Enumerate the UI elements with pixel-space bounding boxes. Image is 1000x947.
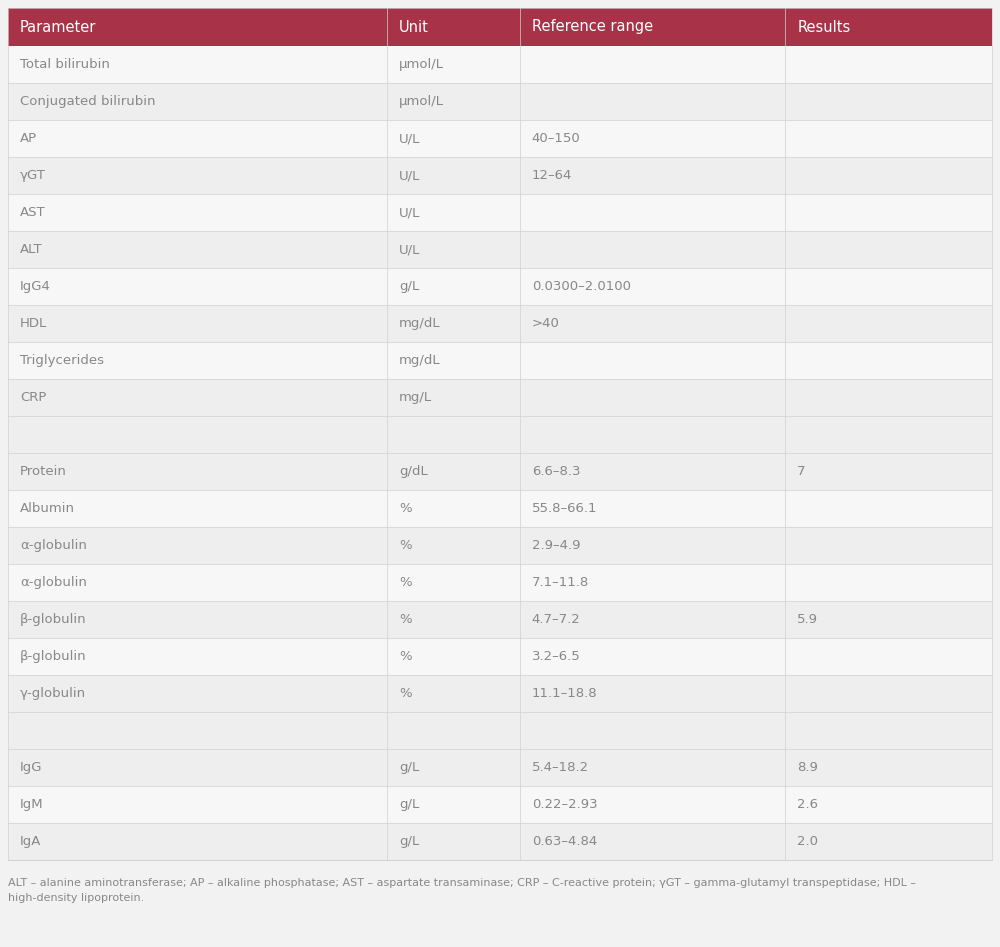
- Text: g/dL: g/dL: [399, 465, 428, 478]
- Bar: [8, 416, 992, 453]
- Text: IgG: IgG: [20, 761, 42, 774]
- Bar: [8, 675, 992, 712]
- Text: 3.2–6.5: 3.2–6.5: [532, 650, 580, 663]
- Text: %: %: [399, 576, 411, 589]
- Text: 7: 7: [797, 465, 806, 478]
- Text: IgA: IgA: [20, 835, 41, 848]
- Bar: [8, 638, 992, 675]
- Text: Unit: Unit: [399, 20, 429, 34]
- Bar: [8, 712, 992, 749]
- Text: %: %: [399, 502, 411, 515]
- Text: 11.1–18.8: 11.1–18.8: [532, 687, 597, 700]
- Text: 8.9: 8.9: [797, 761, 818, 774]
- Bar: [8, 194, 992, 231]
- Text: ALT – alanine aminotransferase; AP – alkaline phosphatase; AST – aspartate trans: ALT – alanine aminotransferase; AP – alk…: [8, 878, 916, 902]
- Bar: [8, 379, 992, 416]
- Bar: [8, 601, 992, 638]
- Text: 0.0300–2.0100: 0.0300–2.0100: [532, 280, 631, 293]
- Text: 6.6–8.3: 6.6–8.3: [532, 465, 580, 478]
- Text: 4.7–7.2: 4.7–7.2: [532, 613, 580, 626]
- Text: mg/dL: mg/dL: [399, 354, 440, 367]
- Text: IgG4: IgG4: [20, 280, 51, 293]
- Text: IgM: IgM: [20, 798, 44, 811]
- Bar: [8, 8, 992, 46]
- Text: Triglycerides: Triglycerides: [20, 354, 104, 367]
- Bar: [8, 231, 992, 268]
- Text: 0.22–2.93: 0.22–2.93: [532, 798, 597, 811]
- Bar: [8, 786, 992, 823]
- Bar: [8, 527, 992, 564]
- Bar: [8, 749, 992, 786]
- Text: Reference range: Reference range: [532, 20, 653, 34]
- Text: 5.9: 5.9: [797, 613, 818, 626]
- Bar: [8, 342, 992, 379]
- Text: >40: >40: [532, 317, 560, 330]
- Text: 7.1–11.8: 7.1–11.8: [532, 576, 589, 589]
- Text: AP: AP: [20, 132, 37, 145]
- Text: 40–150: 40–150: [532, 132, 580, 145]
- Text: Total bilirubin: Total bilirubin: [20, 58, 110, 71]
- Text: g/L: g/L: [399, 280, 419, 293]
- Bar: [8, 490, 992, 527]
- Bar: [8, 46, 992, 83]
- Text: β-globulin: β-globulin: [20, 650, 87, 663]
- Text: %: %: [399, 539, 411, 552]
- Text: 2.0: 2.0: [797, 835, 818, 848]
- Text: 55.8–66.1: 55.8–66.1: [532, 502, 597, 515]
- Text: 5.4–18.2: 5.4–18.2: [532, 761, 589, 774]
- Text: AST: AST: [20, 206, 46, 219]
- Text: β-globulin: β-globulin: [20, 613, 87, 626]
- Text: mg/L: mg/L: [399, 391, 432, 404]
- Bar: [8, 453, 992, 490]
- Text: HDL: HDL: [20, 317, 47, 330]
- Text: Albumin: Albumin: [20, 502, 75, 515]
- Text: Results: Results: [797, 20, 851, 34]
- Text: 0.63–4.84: 0.63–4.84: [532, 835, 597, 848]
- Text: CRP: CRP: [20, 391, 46, 404]
- Text: %: %: [399, 687, 411, 700]
- Text: %: %: [399, 613, 411, 626]
- Text: γGT: γGT: [20, 169, 46, 182]
- Text: α-globulin: α-globulin: [20, 576, 87, 589]
- Bar: [8, 83, 992, 120]
- Text: μmol/L: μmol/L: [399, 95, 444, 108]
- Text: g/L: g/L: [399, 798, 419, 811]
- Text: 12–64: 12–64: [532, 169, 572, 182]
- Text: %: %: [399, 650, 411, 663]
- Text: α-globulin: α-globulin: [20, 539, 87, 552]
- Bar: [8, 823, 992, 860]
- Text: μmol/L: μmol/L: [399, 58, 444, 71]
- Bar: [8, 564, 992, 601]
- Bar: [8, 120, 992, 157]
- Text: ALT: ALT: [20, 243, 43, 256]
- Text: γ-globulin: γ-globulin: [20, 687, 86, 700]
- Text: mg/dL: mg/dL: [399, 317, 440, 330]
- Text: Parameter: Parameter: [20, 20, 96, 34]
- Text: 2.9–4.9: 2.9–4.9: [532, 539, 580, 552]
- Text: Protein: Protein: [20, 465, 67, 478]
- Text: U/L: U/L: [399, 243, 420, 256]
- Text: 2.6: 2.6: [797, 798, 818, 811]
- Text: Conjugated bilirubin: Conjugated bilirubin: [20, 95, 156, 108]
- Text: U/L: U/L: [399, 169, 420, 182]
- Text: U/L: U/L: [399, 132, 420, 145]
- Text: g/L: g/L: [399, 835, 419, 848]
- Bar: [8, 305, 992, 342]
- Bar: [8, 157, 992, 194]
- Bar: [8, 268, 992, 305]
- Text: U/L: U/L: [399, 206, 420, 219]
- Text: g/L: g/L: [399, 761, 419, 774]
